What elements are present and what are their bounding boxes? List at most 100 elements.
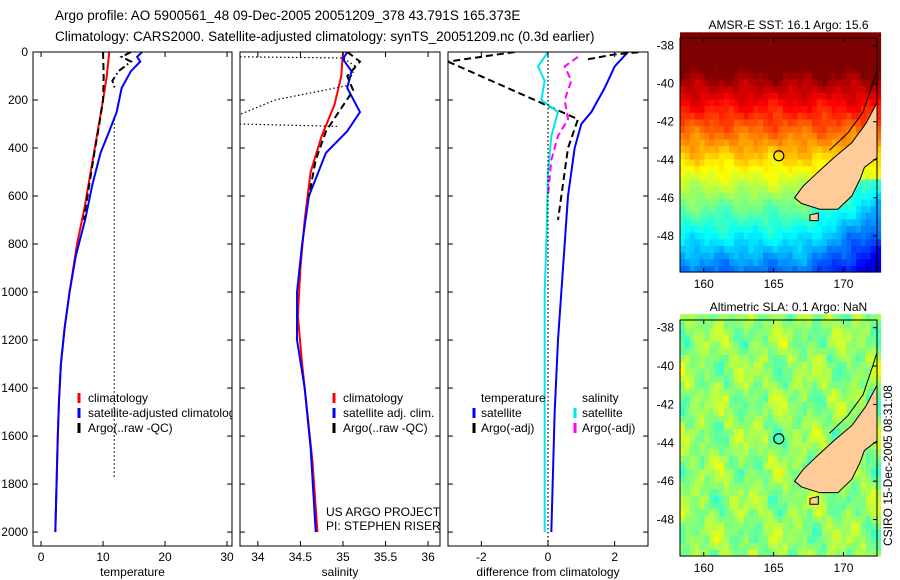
map-cell xyxy=(684,441,691,450)
map-cell xyxy=(821,232,828,240)
map-cell xyxy=(753,252,759,260)
map-cell xyxy=(719,394,725,403)
map-cell xyxy=(821,85,828,93)
map-cell xyxy=(826,78,833,87)
map-cell xyxy=(719,125,725,133)
map-cell xyxy=(719,495,725,503)
map-cell xyxy=(807,145,813,153)
map-cell xyxy=(748,394,754,403)
map-cell xyxy=(772,92,779,100)
map-cell xyxy=(787,78,794,87)
map-cell xyxy=(831,232,838,240)
map-cell xyxy=(699,374,706,382)
map-cell xyxy=(816,529,823,537)
map-cell xyxy=(826,421,833,429)
map-cell xyxy=(728,85,735,93)
map-cell xyxy=(865,475,872,483)
map-cell xyxy=(699,475,706,483)
map-cell xyxy=(787,482,794,490)
map-cell xyxy=(870,549,877,557)
map-cell xyxy=(841,509,847,517)
map-cell xyxy=(704,475,710,483)
map-cell xyxy=(709,428,715,436)
map-cell xyxy=(743,435,750,443)
map-cell xyxy=(714,515,720,523)
map-cell xyxy=(826,515,833,523)
map-cell xyxy=(704,65,710,73)
map-cell xyxy=(763,32,769,40)
map-cell xyxy=(846,258,852,266)
map-cell xyxy=(728,509,735,517)
map-cell xyxy=(856,341,862,349)
map-cell xyxy=(772,78,779,87)
map-cell xyxy=(699,112,706,120)
map-cell xyxy=(689,441,696,450)
map-cell xyxy=(802,172,808,180)
map-cell xyxy=(841,32,847,40)
profile-location-marker xyxy=(773,150,785,162)
map-cell xyxy=(684,112,691,120)
map-cell xyxy=(812,327,818,335)
map-cell xyxy=(680,475,686,483)
map-cell xyxy=(719,448,725,456)
map-cell xyxy=(777,245,784,253)
map-cell xyxy=(689,218,696,226)
map-cell xyxy=(680,265,686,273)
map-cell xyxy=(821,92,828,100)
map-cell xyxy=(719,435,725,443)
map-cell xyxy=(689,509,696,517)
map-cell xyxy=(689,72,696,80)
map-cell xyxy=(724,198,730,207)
map-cell xyxy=(846,334,852,342)
map-cell xyxy=(860,52,867,60)
map-cell xyxy=(763,132,769,140)
map-cell xyxy=(709,172,715,180)
map-cell xyxy=(787,462,794,470)
map-cell xyxy=(812,394,818,403)
map-cell xyxy=(689,265,696,273)
map-cell xyxy=(714,32,720,40)
map-cell xyxy=(680,39,686,47)
map-cell xyxy=(826,354,833,362)
map-cell xyxy=(748,327,754,335)
map-cell xyxy=(714,92,720,100)
map-cell xyxy=(768,482,774,490)
map-cell xyxy=(787,314,794,322)
map-cell xyxy=(724,361,730,369)
map-cell xyxy=(846,314,852,322)
map-cell xyxy=(782,374,789,382)
map-cell xyxy=(792,78,798,87)
map-cell xyxy=(689,45,696,53)
map-cell xyxy=(714,415,720,423)
map-cell xyxy=(870,192,877,200)
map-cell xyxy=(841,549,847,557)
map-cell xyxy=(797,421,803,429)
map-cell xyxy=(841,138,847,147)
map-cell xyxy=(704,152,710,160)
map-cell xyxy=(748,482,754,490)
map-cell xyxy=(758,178,764,187)
map-cell xyxy=(807,245,813,253)
map-cell xyxy=(709,45,715,53)
map-cell xyxy=(772,334,779,342)
map-cell xyxy=(821,58,828,67)
map-cell xyxy=(719,502,725,510)
map-cell xyxy=(816,98,823,107)
map-cell xyxy=(792,172,798,180)
map-cell xyxy=(875,232,882,240)
x-tick-label: 30 xyxy=(220,550,234,564)
map-cell xyxy=(792,212,798,220)
map-cell xyxy=(694,98,701,107)
map-cell xyxy=(836,488,842,497)
map-cell xyxy=(782,252,789,260)
map-cell xyxy=(709,408,715,416)
map-cell xyxy=(694,475,701,483)
map-cell xyxy=(724,112,730,120)
map-cell xyxy=(826,334,833,342)
map-cell xyxy=(709,238,715,246)
map-cell xyxy=(709,138,715,147)
map-cell xyxy=(763,468,769,476)
map-cell xyxy=(684,125,691,133)
map-cell xyxy=(758,468,764,476)
map-cell xyxy=(797,522,803,530)
